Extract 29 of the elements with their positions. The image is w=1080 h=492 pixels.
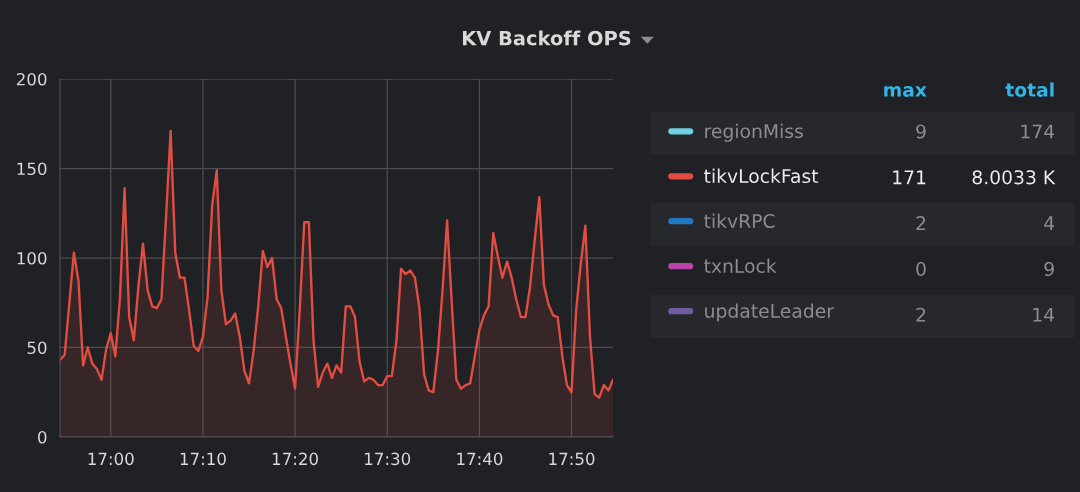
chart-title: KV Backoff OPS <box>462 30 631 46</box>
x-tick-label: 17:50 <box>549 452 595 466</box>
text: 2 <box>916 216 926 230</box>
x-tick-label: 17:00 <box>88 452 134 466</box>
text: 8.0033 K <box>972 170 1056 185</box>
text: 9 <box>1044 261 1054 277</box>
text: 2 <box>916 307 926 322</box>
text: 0 <box>916 261 926 277</box>
y-tick-label: 150 <box>17 162 47 176</box>
text: max <box>884 86 927 97</box>
y-tick-label: 50 <box>27 341 47 355</box>
text: 4 <box>1044 216 1055 230</box>
legend-label: regionMiss <box>705 123 803 142</box>
legend-label: txnLock <box>704 258 777 274</box>
x-tick-label: 17:30 <box>365 452 411 466</box>
text: 174 <box>1021 124 1055 139</box>
legend-label: updateLeader <box>705 303 834 322</box>
x-tick-label: 17:20 <box>272 452 318 466</box>
y-tick-label: 100 <box>17 251 47 265</box>
text: 171 <box>893 170 926 185</box>
text: 14 <box>1033 307 1055 322</box>
text: 9 <box>916 124 926 139</box>
legend-label: tikvLockFast <box>704 168 819 184</box>
y-tick-label: 0 <box>38 430 47 444</box>
y-tick-label: 200 <box>16 72 47 86</box>
x-tick-label: 17:10 <box>180 452 226 466</box>
x-tick-label: 17:40 <box>457 452 503 466</box>
legend-label: tikvRPC <box>704 213 775 229</box>
text: total <box>1005 82 1054 97</box>
